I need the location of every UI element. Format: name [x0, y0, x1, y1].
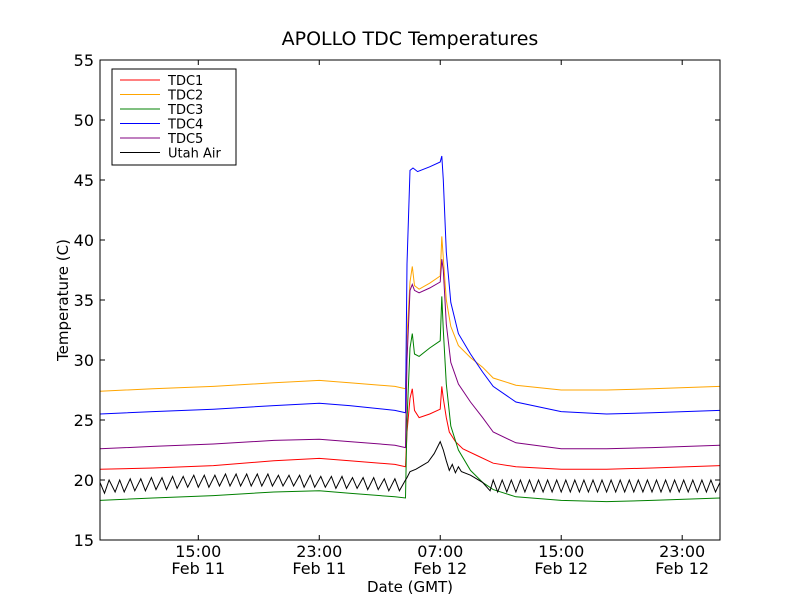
y-axis-label: Temperature (C)	[54, 239, 72, 362]
x-tick-time-label: 23:00	[296, 542, 342, 561]
legend-label-tdc4: TDC4	[167, 118, 203, 133]
legend-label-utah-air: Utah Air	[168, 147, 221, 162]
series-line-tdc1	[99, 386, 721, 470]
legend-label-tdc2: TDC2	[167, 89, 203, 104]
chart-title: APOLLO TDC Temperatures	[282, 28, 539, 50]
x-tick-date-label: Feb 11	[171, 559, 225, 578]
legend-label-tdc5: TDC5	[167, 132, 203, 147]
y-tick-label: 35	[74, 291, 94, 310]
series-line-tdc2	[99, 236, 721, 392]
series-line-tdc5	[99, 259, 721, 450]
y-tick-label: 15	[74, 531, 94, 550]
series-layer	[99, 155, 721, 503]
series-line-tdc4	[99, 155, 721, 415]
x-tick-time-label: 23:00	[659, 542, 705, 561]
y-tick-label: 25	[74, 411, 94, 430]
x-tick-time-label: 15:00	[538, 542, 584, 561]
series-line-utah-air	[99, 440, 721, 495]
y-tick-label: 40	[74, 231, 94, 250]
legend-label-tdc3: TDC3	[167, 103, 203, 118]
y-tick-label: 45	[74, 171, 94, 190]
x-axis-label: Date (GMT)	[367, 578, 453, 596]
y-tick-label: 50	[74, 111, 94, 130]
y-tick-label: 20	[74, 471, 94, 490]
y-tick-label: 30	[74, 351, 94, 370]
legend-box	[111, 68, 237, 166]
x-tick-time-label: 15:00	[175, 542, 221, 561]
x-tick-date-label: Feb 12	[413, 559, 467, 578]
x-tick-date-label: Feb 12	[655, 559, 709, 578]
x-tick-date-label: Feb 11	[292, 559, 346, 578]
x-tick-time-label: 07:00	[417, 542, 463, 561]
series-line-tdc3	[99, 296, 721, 503]
y-tick-label: 55	[74, 51, 94, 70]
legend-label-tdc1: TDC1	[167, 74, 203, 89]
x-tick-date-label: Feb 12	[534, 559, 588, 578]
